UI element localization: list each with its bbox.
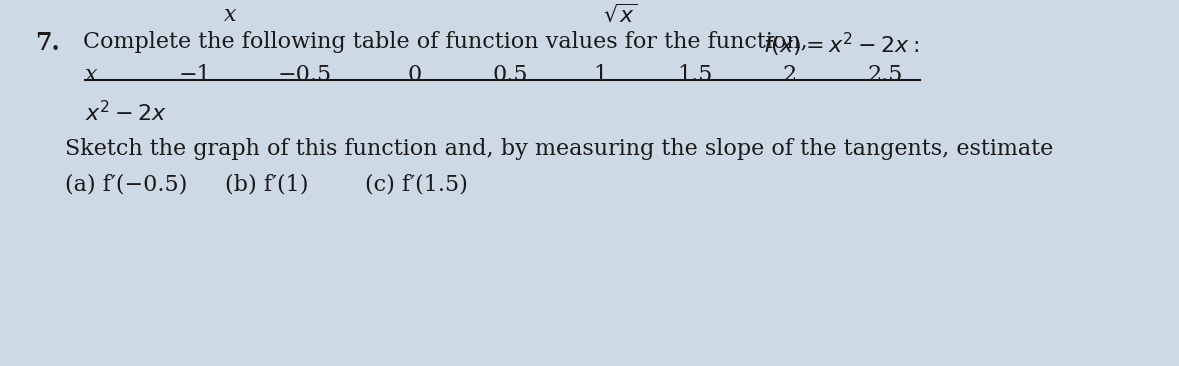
Text: −1: −1 <box>179 64 211 86</box>
Text: −0.5: −0.5 <box>278 64 332 86</box>
Text: 0: 0 <box>408 64 422 86</box>
Text: (a) f′(−0.5): (a) f′(−0.5) <box>65 173 187 195</box>
Text: Sketch the graph of this function and, by measuring the slope of the tangents, e: Sketch the graph of this function and, b… <box>65 138 1053 160</box>
Text: x: x <box>85 64 98 86</box>
Text: 7.: 7. <box>35 31 60 55</box>
Text: 1.5: 1.5 <box>677 64 712 86</box>
Text: $\sqrt{x}$: $\sqrt{x}$ <box>602 4 638 27</box>
Text: 2.5: 2.5 <box>868 64 903 86</box>
Text: Complete the following table of function values for the function,: Complete the following table of function… <box>83 31 815 53</box>
Text: 2: 2 <box>783 64 797 86</box>
Text: $f(x) = x^2 - 2x{:}$: $f(x) = x^2 - 2x{:}$ <box>763 31 920 59</box>
Text: (b) f′(1): (b) f′(1) <box>225 173 309 195</box>
Text: 0.5: 0.5 <box>493 64 528 86</box>
Text: $x^2 - 2x$: $x^2 - 2x$ <box>85 101 167 126</box>
Text: (c) f′(1.5): (c) f′(1.5) <box>365 173 468 195</box>
Text: x: x <box>224 4 236 26</box>
Text: 1: 1 <box>593 64 607 86</box>
